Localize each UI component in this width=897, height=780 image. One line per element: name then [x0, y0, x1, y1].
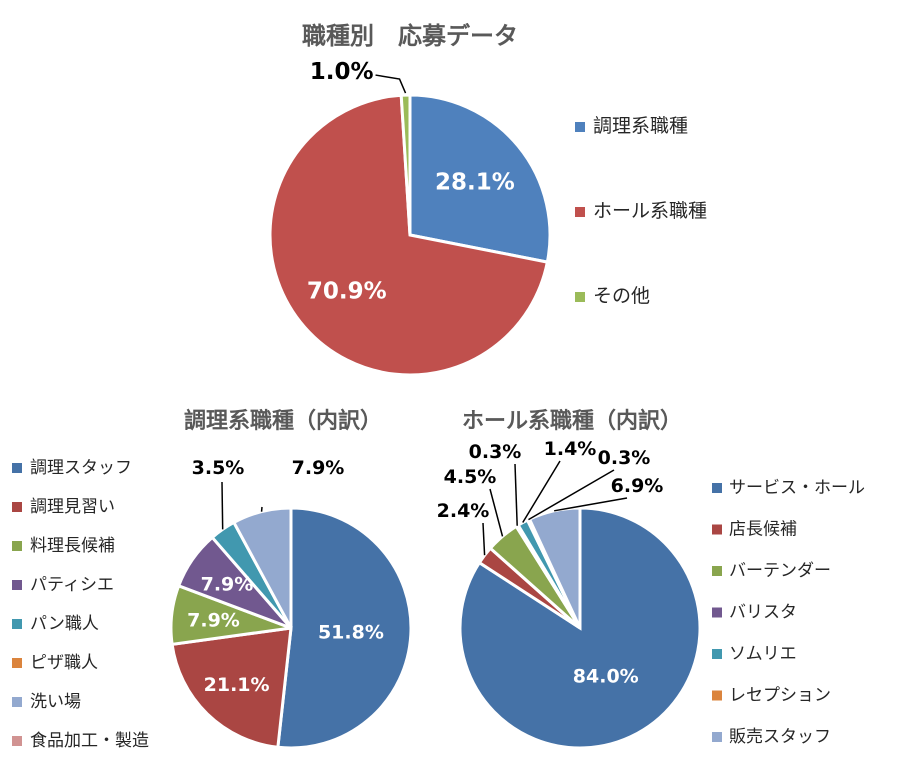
slice-6 [231, 506, 293, 629]
legend-swatch-1 [12, 502, 22, 512]
legend-label-3: バリスタ [729, 603, 797, 623]
legend-swatch-3 [712, 607, 722, 618]
legend-label-3: パティシエ [30, 575, 114, 595]
slice-label-2: 7.9% [187, 609, 240, 631]
legend-swatch-3 [12, 580, 22, 590]
legend-label-0: 調理スタッフ [30, 458, 132, 478]
legend-swatch-6 [712, 732, 722, 742]
slice-label-0: 28.1% [435, 170, 515, 196]
legend-label-2: バーテンダー [729, 561, 831, 581]
legend-label-2: 料理長候補 [30, 536, 115, 556]
hall-pie-chart: ホール系職種（内訳） 84.0%2.4%4.5%0.3% 1.4% 0.3%6.9%… [437, 408, 865, 750]
kitchen-pie-chart: 調理系職種（内訳） 51.8% 21.1% 7.9% 7.9% 3.5% 7.9% 調理ス… [12, 408, 413, 751]
legend-swatch-5 [12, 658, 22, 668]
kitchen-chart-title: 調理系職種（内訳） [184, 408, 382, 434]
slice-label-4: 3.5% [192, 457, 245, 479]
legend-label-5: ピザ職人 [30, 653, 98, 673]
legend-swatch-1 [712, 524, 722, 535]
slice-label-3: 7.9% [201, 573, 254, 595]
legend-label-4: パン職人 [30, 614, 99, 634]
leader-line-5 [528, 469, 615, 521]
leader-line-6 [554, 497, 628, 512]
slice-1 [268, 93, 550, 377]
slice-label-6: 7.9% [292, 457, 345, 479]
leader-line-2 [375, 74, 407, 94]
slice-0 [408, 93, 552, 264]
slice-label-1: 2.4% [437, 500, 490, 522]
legend-swatch-0 [12, 463, 22, 473]
legend-label-0: サービス・ホール [729, 478, 865, 498]
slice-label-0: 84.0% [573, 665, 639, 687]
slice-label-5: 0.3% [598, 447, 651, 469]
legend-label-1: 店長候補 [729, 520, 797, 540]
legend-swatch-1 [575, 207, 585, 217]
legend-label-2: その他 [593, 285, 650, 307]
legend-label-6: 販売スタッフ [729, 727, 831, 747]
legend-label-6: 洗い場 [30, 692, 81, 712]
legend-swatch-4 [12, 619, 22, 629]
legend-swatch-6 [12, 697, 22, 707]
legend-swatch-2 [575, 292, 585, 302]
legend-swatch-4 [712, 649, 722, 659]
slice-label-1: 21.1% [204, 674, 270, 696]
leader-line-4 [522, 460, 561, 523]
legend-label-5: レセプション [729, 686, 831, 706]
slice-0 [276, 506, 413, 750]
leader-line-2 [489, 488, 504, 537]
slice-label-2: 1.0% [310, 59, 374, 85]
slice-label-1: 70.9% [307, 278, 387, 304]
legend-swatch-0 [712, 483, 722, 493]
slice-label-6: 6.9% [611, 475, 664, 497]
legend-label-7: 食品加工・製造 [30, 731, 149, 751]
legend-label-1: ホール系職種 [593, 200, 707, 222]
legend-label-1: 調理見習い [30, 497, 115, 517]
leader-line-3 [514, 463, 518, 526]
legend-label-0: 調理系職種 [593, 115, 688, 137]
slice-label-2: 4.5% [444, 466, 497, 488]
hall-chart-title: ホール系職種（内訳） [462, 408, 682, 434]
legend-swatch-5 [712, 690, 722, 701]
legend-swatch-2 [12, 541, 22, 551]
slice-label-3: 0.3% [469, 441, 522, 463]
legend-label-4: ソムリエ [729, 644, 797, 664]
legend-swatch-2 [712, 566, 722, 576]
leader-line-1 [482, 522, 486, 556]
legend-swatch-0 [575, 122, 585, 132]
legend-swatch-7 [12, 736, 22, 746]
slice-label-4: 1.4% [544, 438, 597, 460]
slice-label-0: 51.8% [318, 621, 384, 643]
leader-line-4 [221, 481, 224, 530]
slice-1 [170, 626, 293, 749]
main-chart-title: 職種別 応募データ [302, 22, 518, 50]
slice-2 [399, 93, 412, 236]
